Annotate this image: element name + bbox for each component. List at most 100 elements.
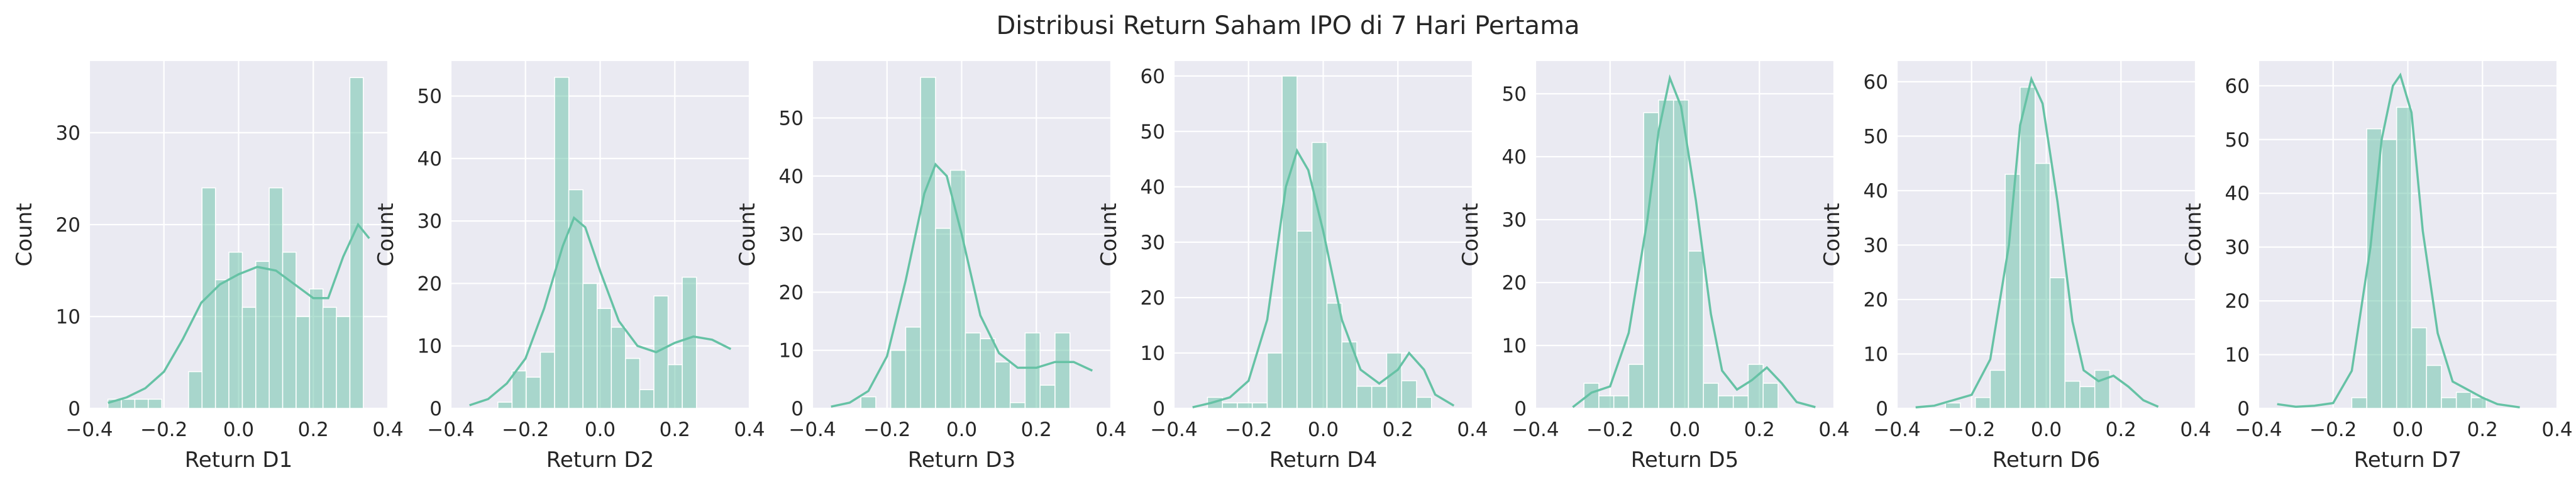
histogram-bar <box>639 389 655 409</box>
y-tick-label: 50 <box>1864 125 1888 148</box>
histogram-bar <box>2094 369 2111 409</box>
histogram-bar <box>511 370 527 409</box>
histogram-bar <box>2381 139 2397 409</box>
x-tick-label: −0.4 <box>788 418 836 441</box>
y-tick-label: 10 <box>417 335 442 358</box>
y-tick-label: 40 <box>1502 146 1527 169</box>
y-tick-label: 40 <box>1864 180 1888 203</box>
x-axis-label: Return D1 <box>185 447 292 473</box>
histogram-bar <box>255 261 270 409</box>
histogram-bar <box>1039 385 1056 409</box>
y-tick-label: 30 <box>2225 237 2250 259</box>
y-tick-label: 40 <box>2225 182 2250 205</box>
y-tick-label: 50 <box>417 86 442 108</box>
x-tick-label: 0.0 <box>1308 418 1339 441</box>
histogram-bar <box>1732 395 1749 409</box>
histogram-bar <box>1628 364 1644 409</box>
y-axis-label: Count <box>735 203 760 267</box>
y-tick-label: 0 <box>1514 398 1527 420</box>
histogram-bar <box>539 351 555 409</box>
y-tick-label: 10 <box>56 306 80 328</box>
x-axis-label: Return D7 <box>2354 447 2462 473</box>
y-tick-label: 10 <box>1864 343 1888 366</box>
x-tick-label: 0.4 <box>1818 418 1849 441</box>
histogram-bar <box>2426 364 2442 409</box>
histogram-bar <box>1658 99 1674 409</box>
y-tick-label: 10 <box>1141 342 1165 365</box>
histogram-bar <box>121 398 136 409</box>
histogram-bar <box>980 338 996 409</box>
subplot-4: −0.4 −0.2 0.0 0.2 0.4 0 10 20 30 40 50 60 Return D4 C… <box>1097 61 1488 473</box>
x-tick-label: 0.4 <box>734 418 765 441</box>
y-tick-label: 30 <box>779 223 804 246</box>
histogram-bar <box>1386 352 1402 409</box>
x-tick-label: −0.4 <box>2235 418 2282 441</box>
x-tick-label: −0.4 <box>1150 418 1197 441</box>
histogram-bar <box>1024 332 1041 409</box>
histogram-bar <box>309 288 324 409</box>
histogram-bar <box>1222 402 1238 409</box>
histogram-bar <box>1762 383 1779 409</box>
kde-curve <box>831 162 1093 408</box>
x-tick-label: −0.2 <box>1586 418 1633 441</box>
histogram-bar <box>1613 395 1630 409</box>
histogram-bar <box>497 401 513 409</box>
histogram-bar <box>995 361 1011 409</box>
subplot-7: −0.4 −0.2 0.0 0.2 0.4 0 10 20 30 40 50 60 Return D7 C… <box>2181 61 2573 473</box>
histogram-bar <box>2396 106 2413 409</box>
kde-curve <box>1192 148 1455 408</box>
y-axis-label: Count <box>2181 203 2206 267</box>
histogram-bar <box>349 77 364 409</box>
x-tick-label: 0.4 <box>1457 418 1488 441</box>
x-tick-label: 0.0 <box>585 418 616 441</box>
x-tick-label: 0.0 <box>2392 418 2423 441</box>
subplot-2: −0.4 −0.2 0.0 0.2 0.4 0 10 20 30 40 50 Return D2 Cou… <box>373 61 765 473</box>
x-axis-label: Return D2 <box>546 447 654 473</box>
histogram-bar <box>1747 364 1764 409</box>
histogram-bar <box>890 349 907 409</box>
x-tick-label: −0.2 <box>140 418 187 441</box>
histogram-bar <box>526 376 541 409</box>
histogram-bar <box>2470 397 2487 409</box>
y-tick-label: 20 <box>1141 287 1165 310</box>
y-tick-label: 60 <box>2225 75 2250 98</box>
kde-curve <box>108 222 370 404</box>
y-tick-label: 20 <box>56 214 80 237</box>
x-tick-label: 0.2 <box>1383 418 1413 441</box>
x-tick-label: −0.2 <box>1225 418 1272 441</box>
y-tick-label: 0 <box>2237 398 2250 420</box>
x-tick-label: −0.4 <box>427 418 474 441</box>
histogram-bar <box>2020 86 2036 409</box>
x-tick-label: 0.0 <box>223 418 254 441</box>
x-tick-label: 0.0 <box>2031 418 2062 441</box>
y-tick-label: 50 <box>779 107 804 130</box>
y-tick-label: 30 <box>56 122 80 145</box>
x-tick-label: 0.2 <box>1744 418 1775 441</box>
histogram-bar <box>1281 76 1298 409</box>
x-tick-label: 0.0 <box>946 418 977 441</box>
histogram-bar <box>2455 391 2472 409</box>
x-tick-label: −0.4 <box>1873 418 1920 441</box>
x-tick-label: 0.4 <box>1095 418 1126 441</box>
y-tick-label: 10 <box>1502 335 1527 357</box>
y-tick-label: 40 <box>417 148 442 171</box>
histogram-bar <box>1718 395 1734 409</box>
histogram-bar <box>296 316 311 409</box>
histogram-bar <box>1296 230 1313 409</box>
y-tick-label: 0 <box>429 398 442 420</box>
y-tick-label: 0 <box>68 398 80 420</box>
histogram-bar <box>625 357 641 409</box>
y-tick-label: 20 <box>417 272 442 295</box>
kde-curve <box>1572 74 1816 408</box>
histogram-bar <box>1054 332 1071 409</box>
histogram-bar <box>860 396 876 409</box>
histogram-bar <box>2049 277 2065 409</box>
histogram-bar <box>148 398 162 409</box>
y-tick-label: 0 <box>791 398 804 420</box>
x-tick-label: 0.2 <box>1021 418 1052 441</box>
y-tick-label: 50 <box>1141 121 1165 143</box>
x-tick-label: 0.2 <box>2106 418 2137 441</box>
x-tick-label: −0.2 <box>863 418 910 441</box>
kde-curve <box>1915 76 2159 409</box>
x-axis-label: Return D4 <box>1269 447 1377 473</box>
